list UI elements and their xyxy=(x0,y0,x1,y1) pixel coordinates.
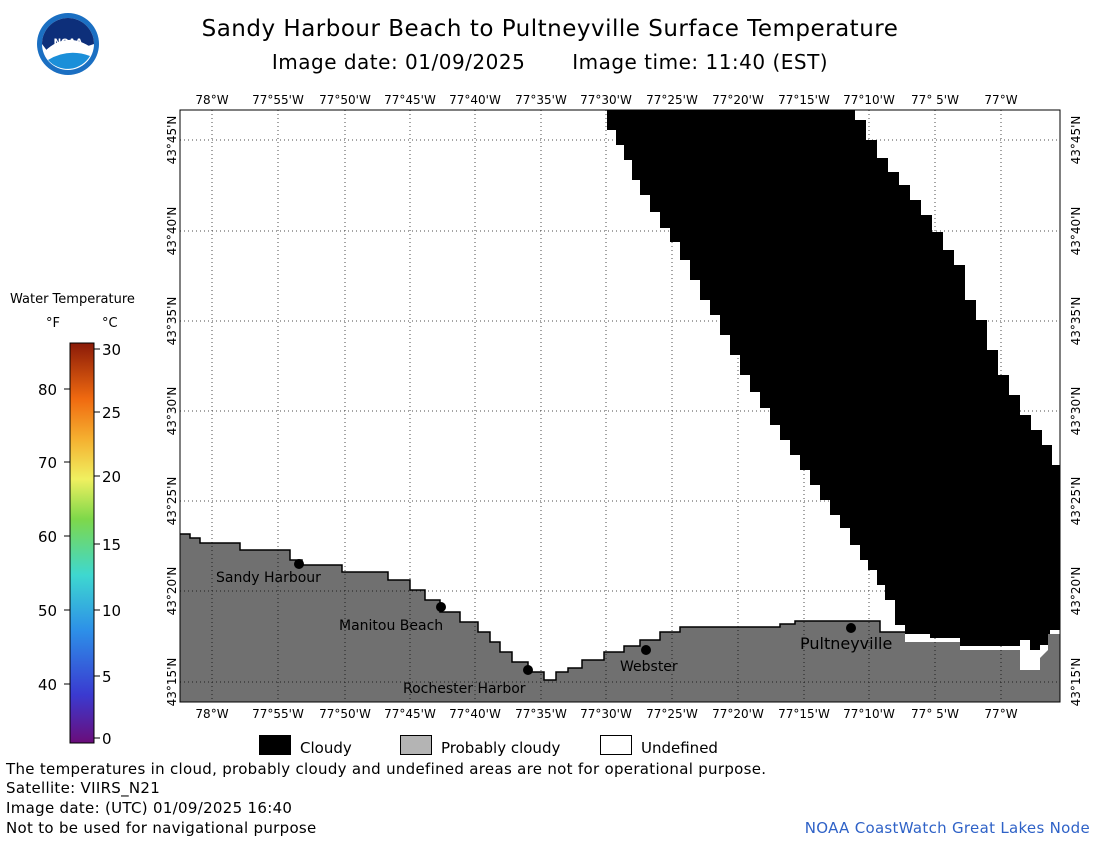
place-label-webster: Webster xyxy=(620,659,678,675)
lon-label: 77°55'W xyxy=(252,707,304,721)
lon-label: 77°20'W xyxy=(712,707,764,721)
lon-label: 77°45'W xyxy=(384,707,436,721)
colorbar-f-label: 60 xyxy=(38,528,57,546)
lat-label: 43°15'N xyxy=(1069,658,1083,707)
lat-label: 43°30'N xyxy=(165,387,179,436)
lon-label: 77°10'W xyxy=(843,707,895,721)
marker-webster xyxy=(641,645,651,655)
lat-label: 43°25'N xyxy=(1069,477,1083,526)
lat-label: 43°20'N xyxy=(165,567,179,616)
place-markers xyxy=(294,559,856,675)
legend-swatch-probably-cloudy xyxy=(400,735,432,755)
lat-label: 43°45'N xyxy=(1069,116,1083,165)
undefined-notch xyxy=(1020,646,1044,668)
lat-label: 43°25'N xyxy=(165,477,179,526)
colorbar-c-label: 30 xyxy=(102,341,121,359)
lat-label: 43°45'N xyxy=(165,116,179,165)
colorbar-c-label: 15 xyxy=(102,536,121,554)
legend-swatch-cloudy xyxy=(259,735,291,755)
lon-label: 77°30'W xyxy=(580,93,632,107)
map-frame xyxy=(179,109,1061,703)
colorbar-scale xyxy=(69,342,95,744)
lat-label: 43°30'N xyxy=(1069,387,1083,436)
lon-label: 77°50'W xyxy=(319,707,371,721)
utc-date-note: Image date: (UTC) 01/09/2025 16:40 xyxy=(6,799,293,817)
colorbar-c-label: 5 xyxy=(102,668,112,686)
place-label-sandy-harbour: Sandy Harbour xyxy=(216,570,321,586)
lon-label: 77° 5'W xyxy=(911,93,959,107)
navigation-note: Not to be used for navigational purpose xyxy=(6,819,317,837)
colorbar-c-label: 25 xyxy=(102,404,121,422)
place-labels: Sandy Harbour Manitou Beach Rochester Ha… xyxy=(216,570,892,697)
disclaimer-note: The temperatures in cloud, probably clou… xyxy=(6,760,767,778)
bottom-lon-labels: 78°W 77°55'W 77°50'W 77°45'W 77°40'W 77°… xyxy=(195,707,1017,721)
image-date: Image date: 01/09/2025 xyxy=(271,50,526,74)
lon-label: 77°15'W xyxy=(778,93,830,107)
marker-manitou-beach xyxy=(436,602,446,612)
lon-label: 78°W xyxy=(195,93,228,107)
colorbar-c-label: 0 xyxy=(102,730,112,748)
lon-label: 77°30'W xyxy=(580,707,632,721)
lon-label: 77°40'W xyxy=(449,93,501,107)
marker-pultneyville xyxy=(846,623,856,633)
page-subtitle: Image date: 01/09/2025 Image time: 11:40… xyxy=(0,50,1100,74)
colorbar-unit-c: °C xyxy=(102,316,118,331)
credit-text: NOAA CoastWatch Great Lakes Node xyxy=(804,819,1090,837)
lon-label: 77°20'W xyxy=(712,93,764,107)
left-lat-labels: 43°45'N 43°40'N 43°35'N 43°30'N 43°25'N … xyxy=(165,116,179,707)
lon-label: 77°10'W xyxy=(843,93,895,107)
cloud-band xyxy=(607,110,1060,650)
lon-label: 77°W xyxy=(984,707,1017,721)
legend-label-undefined: Undefined xyxy=(641,739,718,757)
lon-label: 77°W xyxy=(984,93,1017,107)
colorbar-f-label: 70 xyxy=(38,454,57,472)
place-label-manitou-beach: Manitou Beach xyxy=(339,618,443,634)
lon-label: 78°W xyxy=(195,707,228,721)
lon-label: 77°45'W xyxy=(384,93,436,107)
noaa-logo: NOAA xyxy=(36,12,100,76)
page-title: Sandy Harbour Beach to Pultneyville Surf… xyxy=(201,16,899,42)
legend-label-probably-cloudy: Probably cloudy xyxy=(441,739,561,757)
lon-label: 77°55'W xyxy=(252,93,304,107)
image-time: Image time: 11:40 (EST) xyxy=(572,50,829,74)
marker-sandy-harbour xyxy=(294,559,304,569)
legend-swatch-undefined xyxy=(600,735,632,755)
lon-label: 77°40'W xyxy=(449,707,501,721)
lon-label: 77°35'W xyxy=(515,93,567,107)
colorbar-f-label: 80 xyxy=(38,381,57,399)
top-lon-labels: 78°W 77°55'W 77°50'W 77°45'W 77°40'W 77°… xyxy=(195,93,1017,107)
satellite-note: Satellite: VIIRS_N21 xyxy=(6,779,161,797)
lat-label: 43°40'N xyxy=(165,207,179,256)
lon-label: 77°15'W xyxy=(778,707,830,721)
lon-label: 77° 5'W xyxy=(911,707,959,721)
lat-label: 43°40'N xyxy=(1069,207,1083,256)
lon-label: 77°25'W xyxy=(646,93,698,107)
colorbar-title: Water Temperature xyxy=(10,292,135,307)
lon-label: 77°35'W xyxy=(515,707,567,721)
colorbar-f-label: 40 xyxy=(38,676,57,694)
colorbar-c-label: 10 xyxy=(102,602,121,620)
colorbar-ticks xyxy=(64,348,100,739)
place-label-rochester-harbor: Rochester Harbor xyxy=(403,681,526,697)
marker-rochester-harbor xyxy=(523,665,533,675)
land-area xyxy=(180,534,1060,702)
lat-label: 43°20'N xyxy=(1069,567,1083,616)
colorbar-f-label: 50 xyxy=(38,602,57,620)
lat-label: 43°15'N xyxy=(165,658,179,707)
lat-label: 43°35'N xyxy=(165,297,179,346)
grid-lines xyxy=(180,110,1060,702)
lon-label: 77°25'W xyxy=(646,707,698,721)
colorbar-c-label: 20 xyxy=(102,468,121,486)
colorbar-unit-f: °F xyxy=(46,316,60,331)
place-label-pultneyville: Pultneyville xyxy=(800,634,892,653)
lat-label: 43°35'N xyxy=(1069,297,1083,346)
colorbar-f-labels: 80 70 60 50 40 xyxy=(38,381,57,694)
right-lat-labels: 43°45'N 43°40'N 43°35'N 43°30'N 43°25'N … xyxy=(1069,116,1083,707)
colorbar-c-labels: 30 25 20 15 10 5 0 xyxy=(102,341,121,748)
lon-label: 77°50'W xyxy=(319,93,371,107)
noaa-logo-text: NOAA xyxy=(54,38,83,48)
legend-label-cloudy: Cloudy xyxy=(300,739,352,757)
